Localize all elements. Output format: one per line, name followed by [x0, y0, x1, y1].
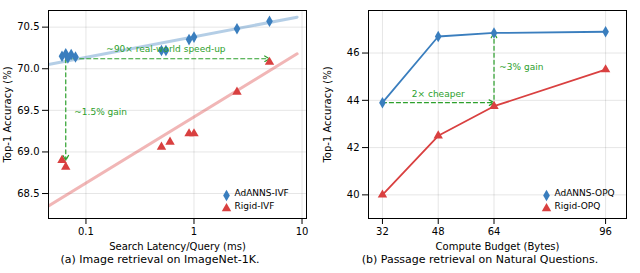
svg-text:0.1: 0.1	[78, 226, 94, 237]
svg-text:Compute Budget (Bytes): Compute Budget (Bytes)	[436, 241, 560, 252]
svg-text:Top-1 Accuracy (%): Top-1 Accuracy (%)	[2, 66, 13, 163]
svg-text:32: 32	[376, 226, 389, 237]
html-text:(b) Passage retrieval on Natur: (b) Passage retrieval on Natural Questio…	[361, 253, 599, 266]
svg-text:64: 64	[488, 226, 501, 237]
svg-text:96: 96	[599, 226, 612, 237]
svg-text:~1.5% gain: ~1.5% gain	[74, 107, 127, 117]
svg-text:42: 42	[347, 142, 360, 153]
svg-text:40: 40	[347, 189, 360, 200]
html-text:(a) Image retrieval on ImageNe: (a) Image retrieval on ImageNet-1K.	[60, 253, 260, 266]
svg-text:70.0: 70.0	[17, 63, 39, 74]
svg-text:2× cheaper: 2× cheaper	[412, 89, 465, 99]
svg-text:~3% gain: ~3% gain	[499, 62, 543, 72]
svg-text:AdANNS-IVF: AdANNS-IVF	[235, 188, 289, 198]
svg-text:68.5: 68.5	[17, 188, 39, 199]
svg-text:1: 1	[191, 226, 197, 237]
svg-text:Top-1 Accuracy (%): Top-1 Accuracy (%)	[322, 66, 333, 163]
svg-text:10: 10	[296, 226, 309, 237]
svg-text:~90× real-world speed-up: ~90× real-world speed-up	[106, 44, 225, 54]
svg-text:AdANNS-OPQ: AdANNS-OPQ	[555, 188, 615, 198]
svg-text:46: 46	[347, 47, 360, 58]
svg-text:69.5: 69.5	[17, 105, 39, 116]
svg-text:Search Latency/Query (ms): Search Latency/Query (ms)	[109, 241, 246, 252]
svg-text:48: 48	[432, 226, 445, 237]
svg-text:69.0: 69.0	[17, 146, 39, 157]
svg-text:44: 44	[347, 95, 360, 106]
svg-text:70.5: 70.5	[17, 21, 39, 32]
svg-text:Rigid-OPQ: Rigid-OPQ	[555, 201, 601, 211]
svg-text:Rigid-IVF: Rigid-IVF	[235, 201, 275, 211]
